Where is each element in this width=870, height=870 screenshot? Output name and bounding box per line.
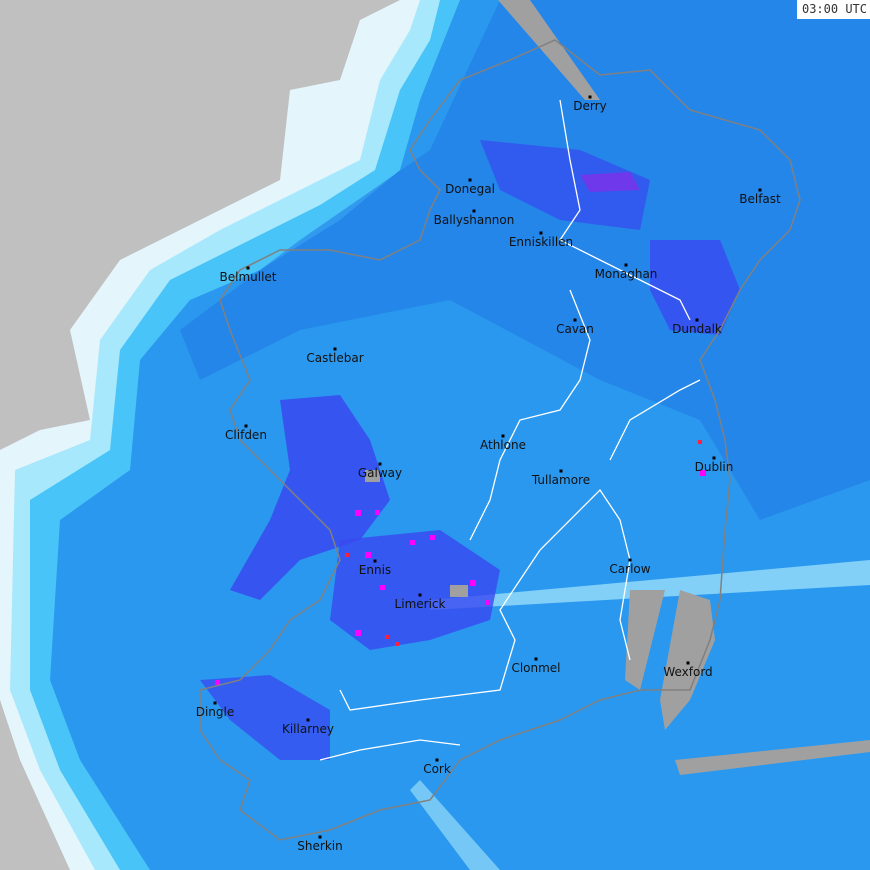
city-limerick[interactable]: Limerick: [395, 593, 446, 612]
city-wexford[interactable]: Wexford: [663, 661, 713, 680]
city-label: Monaghan: [595, 267, 658, 281]
city-belmullet[interactable]: Belmullet: [220, 266, 277, 285]
city-galway[interactable]: Galway: [358, 462, 402, 481]
city-label: Derry: [573, 99, 606, 113]
city-dot-icon: [244, 424, 248, 428]
city-castlebar[interactable]: Castlebar: [306, 347, 364, 366]
city-belfast[interactable]: Belfast: [739, 188, 781, 207]
city-label: Dublin: [695, 460, 734, 474]
city-dot-icon: [695, 318, 699, 322]
city-dot-icon: [418, 593, 422, 597]
city-markers: Derry Donegal Ballyshannon Belfast Enniskill…: [196, 95, 781, 854]
city-sherkin[interactable]: Sherkin: [297, 835, 343, 854]
city-dot-icon: [306, 718, 310, 722]
city-label: Sherkin: [297, 839, 342, 853]
city-label: Ballyshannon: [434, 213, 515, 227]
city-dot-icon: [373, 559, 377, 563]
city-label: Carlow: [609, 562, 650, 576]
city-label: Belfast: [739, 192, 781, 206]
rain-heavy-dundalk: [650, 240, 740, 335]
city-dot-icon: [501, 434, 505, 438]
city-clonmel[interactable]: Clonmel: [511, 657, 561, 676]
city-derry[interactable]: Derry: [573, 95, 607, 114]
city-dundalk[interactable]: Dundalk: [672, 318, 722, 337]
city-label: Killarney: [282, 722, 334, 736]
city-dot-icon: [628, 558, 632, 562]
clutter-areas: [365, 0, 870, 775]
city-label: Enniskillen: [509, 235, 573, 249]
city-dot-icon: [686, 661, 690, 665]
city-dot-icon: [378, 462, 382, 466]
city-label: Galway: [358, 466, 402, 480]
city-dot-icon: [472, 209, 476, 213]
rain-red-cells: [345, 440, 702, 646]
city-dingle[interactable]: Dingle: [196, 701, 235, 720]
radar-light-streak-south: [410, 780, 500, 870]
city-label: Athlone: [480, 438, 526, 452]
city-ennis[interactable]: Ennis: [359, 559, 391, 578]
city-dot-icon: [539, 231, 543, 235]
rain-heavy-galway: [230, 395, 390, 600]
city-dot-icon: [468, 178, 472, 182]
city-label: Clonmel: [511, 661, 560, 675]
city-label: Tullamore: [531, 473, 590, 487]
rain-heavy-limerick: [330, 530, 500, 650]
city-label: Cork: [423, 762, 451, 776]
city-label: Dingle: [196, 705, 235, 719]
city-carlow[interactable]: Carlow: [609, 558, 651, 577]
city-tullamore[interactable]: Tullamore: [531, 469, 590, 488]
timestamp-label: 03:00 UTC: [796, 0, 870, 19]
river-shannon: [469, 289, 591, 541]
river-blackwater: [319, 739, 461, 761]
city-dot-icon: [712, 456, 716, 460]
city-label: Limerick: [395, 597, 446, 611]
city-dot-icon: [318, 835, 322, 839]
city-clifden[interactable]: Clifden: [225, 424, 267, 443]
city-dot-icon: [588, 95, 592, 99]
city-dot-icon: [213, 701, 217, 705]
rain-very-heavy-ulster: [580, 172, 640, 192]
city-label: Cavan: [556, 322, 594, 336]
city-label: Wexford: [663, 665, 712, 679]
city-label: Donegal: [445, 182, 495, 196]
city-label: Ennis: [359, 563, 391, 577]
city-ballyshannon[interactable]: Ballyshannon: [434, 209, 515, 228]
city-label: Castlebar: [306, 351, 363, 365]
city-dot-icon: [758, 188, 762, 192]
city-dublin[interactable]: Dublin: [695, 456, 734, 475]
city-dot-icon: [246, 266, 250, 270]
city-monaghan[interactable]: Monaghan: [595, 263, 658, 282]
city-dot-icon: [534, 657, 538, 661]
city-dot-icon: [573, 318, 577, 322]
city-dot-icon: [435, 758, 439, 762]
city-label: Belmullet: [220, 270, 277, 284]
rain-extreme-cells: [215, 470, 706, 685]
city-dot-icon: [559, 469, 563, 473]
city-dot-icon: [624, 263, 628, 267]
rain-heavy-kerry: [200, 675, 330, 760]
city-label: Clifden: [225, 428, 267, 442]
radar-mid-blue: [180, 0, 870, 520]
city-donegal[interactable]: Donegal: [445, 178, 495, 197]
coastline: [199, 39, 801, 841]
city-label: Dundalk: [672, 322, 722, 336]
city-cavan[interactable]: Cavan: [556, 318, 594, 337]
city-cork[interactable]: Cork: [423, 758, 451, 777]
city-dot-icon: [333, 347, 337, 351]
city-athlone[interactable]: Athlone: [480, 434, 526, 453]
radar-light-streak: [430, 560, 870, 610]
border: [559, 99, 691, 321]
city-killarney[interactable]: Killarney: [282, 718, 334, 737]
city-enniskillen[interactable]: Enniskillen: [509, 231, 573, 250]
river-liffey: [609, 379, 701, 461]
rain-heavy-ulster: [480, 140, 650, 230]
